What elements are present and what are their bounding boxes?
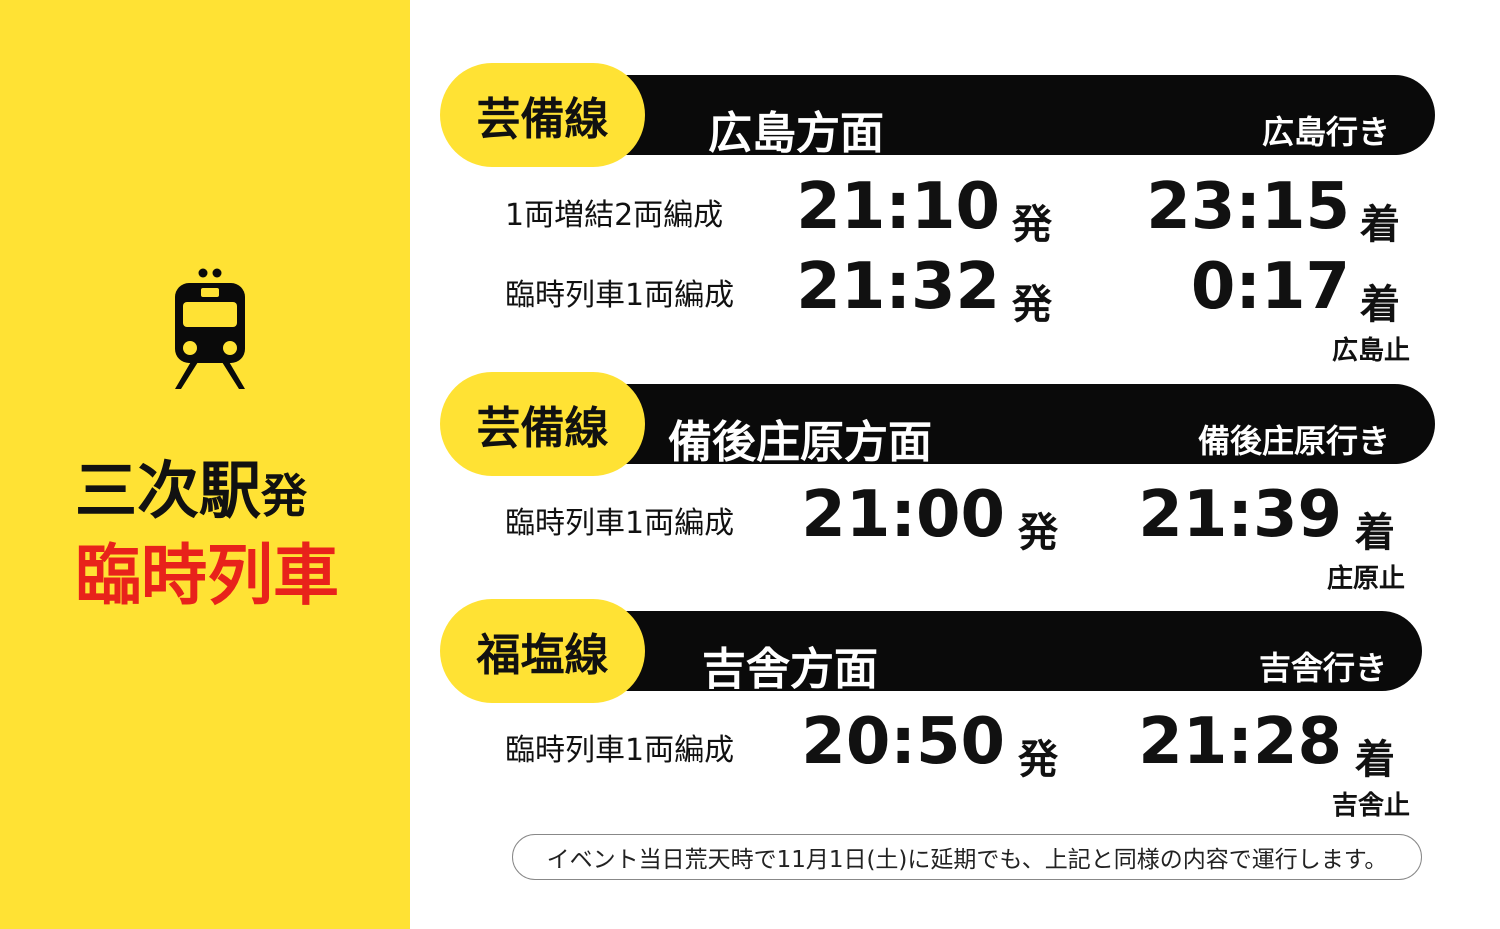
terminus-note: 吉舎止 xyxy=(1331,791,1410,821)
train-formation: 臨時列車1両編成 xyxy=(505,278,735,313)
train-row: 臨時列車1両編成 21:32 発 0:17 着 xyxy=(440,248,1440,328)
departure-mark: 発 xyxy=(1018,510,1058,556)
train-formation: 臨時列車1両編成 xyxy=(505,506,735,541)
route-section-hiroshima: 広島方面 広島行き 芸備線 1両増結2両編成 21:10 発 23:15 着 臨… xyxy=(440,63,1440,366)
route-header-bar: 広島方面 広島行き xyxy=(600,75,1435,159)
arrival-time: 21:28 xyxy=(1138,705,1342,779)
terminus-note: 広島止 xyxy=(1331,336,1410,366)
destination: 吉舎行き xyxy=(1258,649,1387,687)
departure-time: 21:00 xyxy=(801,478,1005,552)
train-icon xyxy=(175,268,245,389)
departure-time: 21:32 xyxy=(796,250,1000,324)
departure-time: 20:50 xyxy=(801,705,1005,779)
train-row: 1両増結2両編成 21:10 発 23:15 着 xyxy=(440,168,1440,248)
departure-time: 21:10 xyxy=(796,170,1000,244)
arrival-mark: 着 xyxy=(1355,510,1395,556)
sidebar-panel: 三次駅発 臨時列車 xyxy=(0,0,410,929)
direction: 備後庄原方面 xyxy=(668,417,932,468)
train-formation: 1両増結2両編成 xyxy=(505,198,724,233)
train-row: 臨時列車1両編成 21:00 発 21:39 着 xyxy=(440,476,1440,556)
departure-suffix: 発 xyxy=(261,469,308,523)
arrival-mark: 着 xyxy=(1355,737,1395,783)
arrival-mark: 着 xyxy=(1360,202,1400,248)
destination: 備後庄原行き xyxy=(1197,422,1390,460)
arrival-time: 23:15 xyxy=(1146,170,1350,244)
route-section-bingo-shobara: 備後庄原方面 備後庄原行き 芸備線 臨時列車1両編成 21:00 発 21:39… xyxy=(440,372,1440,602)
arrival-time: 0:17 xyxy=(1190,250,1350,324)
route-section-kisa: 吉舎方面 吉舎行き 福塩線 臨時列車1両編成 20:50 発 21:28 着 吉… xyxy=(440,599,1440,829)
route-header-bar: 吉舎方面 吉舎行き xyxy=(600,611,1422,695)
station-name: 三次駅 xyxy=(75,454,262,527)
train-formation: 臨時列車1両編成 xyxy=(505,733,735,768)
departure-mark: 発 xyxy=(1018,737,1058,783)
line-badge: 福塩線 xyxy=(440,599,645,703)
line-badge: 芸備線 xyxy=(440,372,645,476)
station-title: 三次駅発 xyxy=(75,440,307,530)
direction: 広島方面 xyxy=(708,108,884,159)
route-header-bar: 備後庄原方面 備後庄原行き xyxy=(600,384,1435,468)
direction: 吉舎方面 xyxy=(702,644,878,695)
line-badge: 芸備線 xyxy=(440,63,645,167)
departure-mark: 発 xyxy=(1012,282,1052,328)
special-train-title: 臨時列車 xyxy=(75,537,339,614)
terminus-note: 庄原止 xyxy=(1326,564,1405,594)
departure-mark: 発 xyxy=(1012,202,1052,248)
arrival-mark: 着 xyxy=(1360,282,1400,328)
train-row: 臨時列車1両編成 20:50 発 21:28 着 xyxy=(440,703,1440,783)
destination: 広島行き xyxy=(1261,113,1390,151)
rain-date-notice: イベント当日荒天時で11月1日(土)に延期でも、上記と同様の内容で運行します。 xyxy=(512,834,1422,880)
arrival-time: 21:39 xyxy=(1138,478,1342,552)
